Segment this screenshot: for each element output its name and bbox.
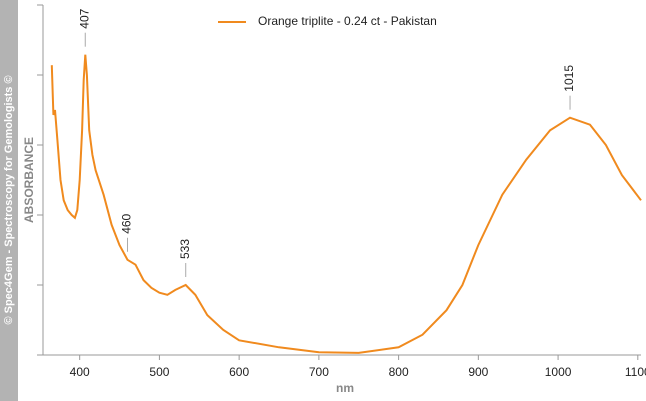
peak-label: 533 [178,239,192,259]
data-line [50,54,642,354]
y-axis-label: ABSORBANCE [22,137,36,223]
x-tick-label: 1000 [545,365,572,379]
x-tick-label: 800 [389,365,409,379]
x-tick-label: 700 [309,365,329,379]
x-tick-label: 1100 [625,365,646,379]
x-tick-label: 600 [229,365,249,379]
watermark-strip [0,0,18,401]
x-tick-label: 900 [468,365,488,379]
peak-label: 460 [120,213,134,233]
peak-label: 407 [77,8,91,28]
watermark: © Spec4Gem - Spectroscopy for Gemologist… [3,75,15,324]
x-tick-label: 500 [149,365,169,379]
x-axis-label: nm [336,381,354,395]
legend-label: Orange triplite - 0.24 ct - Pakistan [258,14,437,28]
peak-label: 1015 [562,65,576,92]
x-tick-label: 400 [70,365,90,379]
